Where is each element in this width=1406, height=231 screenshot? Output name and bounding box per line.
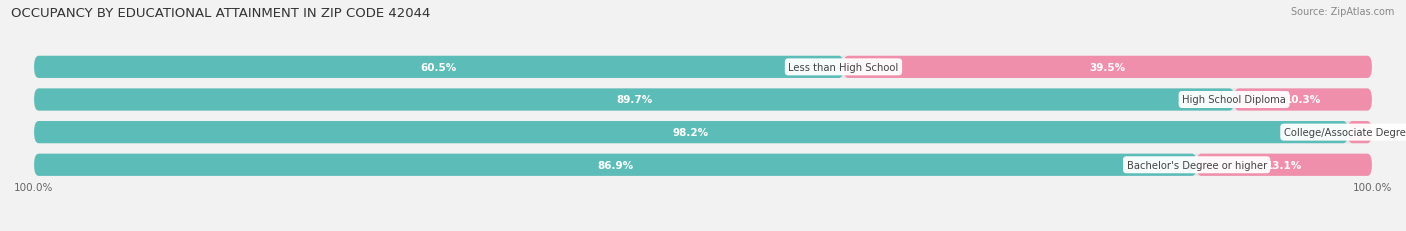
Text: Less than High School: Less than High School	[789, 63, 898, 73]
Text: Source: ZipAtlas.com: Source: ZipAtlas.com	[1291, 7, 1395, 17]
Text: 89.7%: 89.7%	[616, 95, 652, 105]
Text: 60.5%: 60.5%	[420, 63, 457, 73]
Text: 13.1%: 13.1%	[1267, 160, 1302, 170]
FancyBboxPatch shape	[34, 122, 1372, 144]
FancyBboxPatch shape	[34, 154, 1197, 176]
Text: OCCUPANCY BY EDUCATIONAL ATTAINMENT IN ZIP CODE 42044: OCCUPANCY BY EDUCATIONAL ATTAINMENT IN Z…	[11, 7, 430, 20]
Text: 98.2%: 98.2%	[673, 128, 709, 137]
Text: 100.0%: 100.0%	[1353, 182, 1392, 192]
FancyBboxPatch shape	[1197, 154, 1372, 176]
FancyBboxPatch shape	[34, 89, 1372, 111]
Text: Bachelor's Degree or higher: Bachelor's Degree or higher	[1126, 160, 1267, 170]
Text: High School Diploma: High School Diploma	[1182, 95, 1286, 105]
FancyBboxPatch shape	[34, 154, 1372, 176]
FancyBboxPatch shape	[34, 122, 1348, 144]
FancyBboxPatch shape	[34, 57, 1372, 79]
FancyBboxPatch shape	[34, 57, 844, 79]
FancyBboxPatch shape	[844, 57, 1372, 79]
Text: 1.8%: 1.8%	[1346, 128, 1374, 137]
FancyBboxPatch shape	[34, 89, 1234, 111]
FancyBboxPatch shape	[1348, 122, 1372, 144]
Text: 39.5%: 39.5%	[1090, 63, 1126, 73]
Text: 100.0%: 100.0%	[14, 182, 53, 192]
Text: 86.9%: 86.9%	[598, 160, 634, 170]
FancyBboxPatch shape	[1234, 89, 1372, 111]
Text: College/Associate Degree: College/Associate Degree	[1284, 128, 1406, 137]
Text: 10.3%: 10.3%	[1285, 95, 1322, 105]
